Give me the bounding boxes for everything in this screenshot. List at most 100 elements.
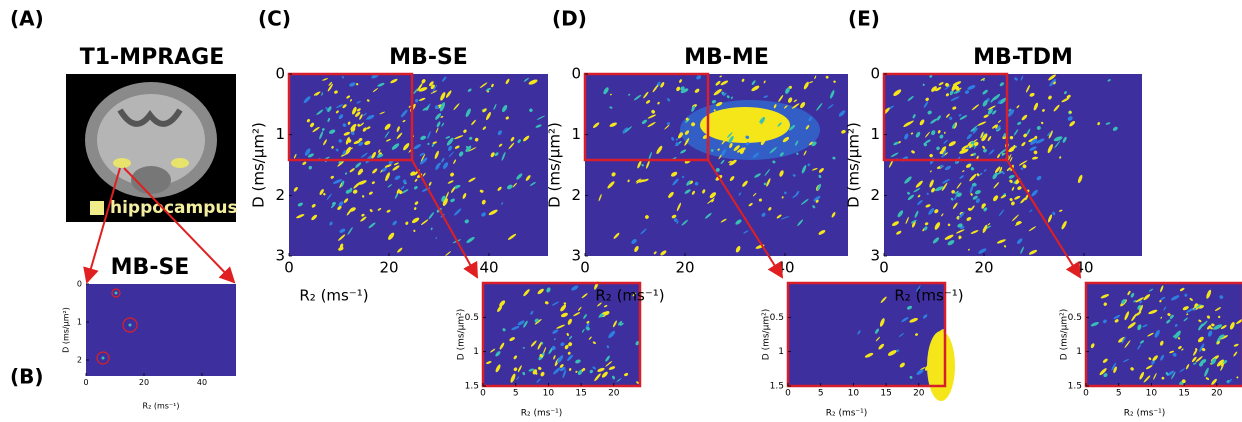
heatmap-speckle: [675, 142, 680, 146]
heatmap-speckle: [578, 306, 582, 311]
heatmap-speckle: [441, 157, 445, 163]
heatmap-speckle: [1047, 131, 1052, 137]
heatmap-speckle: [752, 192, 757, 197]
heatmap-speckle: [1063, 91, 1067, 95]
heatmap-speckle: [1090, 343, 1095, 349]
y-tick-label: 2: [275, 186, 285, 204]
heatmap-speckle: [304, 148, 311, 156]
heatmap-speckle: [1049, 78, 1057, 87]
heatmap-speckle: [803, 81, 809, 90]
heatmap-speckle: [352, 106, 357, 115]
heatmap-speckle: [1042, 109, 1045, 112]
heatmap-speckle: [691, 122, 696, 127]
heatmap-speckle: [507, 184, 513, 190]
heatmap-speckle: [341, 76, 345, 79]
heatmap-speckle: [568, 368, 572, 371]
heatmap-speckle: [729, 176, 735, 182]
heatmap-speckle: [608, 366, 616, 370]
y-tick-label: 1.5: [465, 382, 479, 392]
highlight-circle: [122, 317, 138, 333]
heatmap-speckle: [993, 182, 1000, 189]
heatmap-speckle: [411, 217, 420, 224]
heatmap-speckle: [1007, 109, 1015, 117]
heatmap-speckle: [636, 381, 639, 384]
heatmap-speckle: [516, 173, 523, 180]
heatmap-speckle: [1048, 130, 1053, 139]
heatmap-speckle: [691, 105, 696, 112]
y-axis-label: D (ms/μm²): [1060, 309, 1070, 360]
heatmap-speckle: [827, 103, 834, 109]
heatmap-speckle: [684, 137, 690, 146]
heatmap-speckle: [369, 209, 373, 213]
heatmap-speckle: [911, 220, 916, 228]
heatmap-speckle: [454, 145, 460, 149]
heatmap-speckle: [713, 88, 722, 96]
heatmap-speckle: [672, 178, 679, 186]
heatmap-speckle: [1009, 198, 1013, 202]
heatmap-speckle: [1196, 304, 1202, 308]
heatmap-speckle: [386, 138, 391, 142]
heatmap-speckle: [536, 378, 541, 383]
heatmap-speckle: [907, 191, 910, 195]
heatmap-speckle: [742, 180, 748, 187]
heatmap-speckle: [733, 145, 740, 152]
x-tick-label: 20: [675, 259, 694, 277]
heatmap-speckle: [505, 78, 510, 85]
heatmap-speckle: [302, 161, 307, 165]
heatmap-speckle: [486, 361, 492, 365]
heatmap-speckle: [857, 330, 861, 335]
heatmap-speckle: [989, 149, 995, 155]
heatmap-speckle: [1003, 245, 1007, 248]
heatmap-speckle: [893, 89, 902, 97]
heatmap-speckle: [1197, 336, 1204, 343]
heatmap-speckle: [509, 337, 515, 342]
heatmap-speckle: [1143, 294, 1151, 301]
heatmap-speckle: [956, 87, 962, 91]
heatmap-speckle: [829, 90, 835, 99]
heatmap-speckle: [929, 179, 934, 188]
heatmap-speckle: [684, 189, 691, 194]
heatmap-speckle: [394, 175, 401, 180]
heatmap-speckle: [769, 147, 777, 154]
heatmap-speckle: [923, 142, 928, 147]
heatmap-speckle: [1169, 350, 1175, 354]
heatmap-speckle: [1163, 306, 1167, 311]
x-tick-label: 20: [974, 259, 993, 277]
heatmap-speckle: [307, 153, 314, 158]
heatmap-speckle: [948, 141, 956, 147]
heatmap-speckle: [1171, 371, 1176, 380]
heatmap-speckle: [388, 232, 395, 240]
heatmap-speckle: [1029, 209, 1033, 213]
heatmap-speckle: [874, 328, 879, 334]
heatmap-speckle: [1033, 102, 1039, 111]
heatmap-speckle: [471, 119, 476, 126]
heatmap-speckle: [680, 88, 689, 94]
heatmap-speckle: [982, 145, 986, 149]
heatmap-speckle: [535, 124, 542, 128]
heatmap-speckle: [346, 208, 353, 216]
heatmap-speckle: [338, 201, 344, 207]
heatmap-speckle: [1061, 220, 1067, 230]
heatmap-speckle: [909, 375, 913, 379]
heatmap-speckle: [903, 121, 911, 128]
heatmap-speckle: [384, 164, 392, 168]
heatmap-speckle: [710, 149, 714, 152]
heatmap-speckle: [890, 152, 899, 158]
heatmap-speckle: [976, 173, 980, 177]
heatmap-speckle: [567, 354, 573, 362]
heatmap-speckle: [497, 305, 503, 312]
y-tick-label: 0: [77, 280, 82, 289]
heatmap-speckle: [944, 131, 946, 134]
heatmap-speckle: [386, 209, 391, 213]
heatmap-speckle: [635, 341, 640, 346]
heatmap-speckle: [510, 136, 515, 142]
y-tick-label: 0.5: [465, 313, 479, 323]
heatmap-speckle: [739, 147, 745, 155]
heatmap-speckle: [362, 127, 367, 132]
heatmap-speckle: [992, 124, 998, 129]
heatmap-speckle: [430, 84, 435, 90]
heatmap-speckle: [422, 106, 429, 111]
y-tick-label: 1: [77, 318, 82, 327]
heatmap-speckle: [887, 350, 897, 356]
heatmap-speckle: [951, 83, 958, 91]
